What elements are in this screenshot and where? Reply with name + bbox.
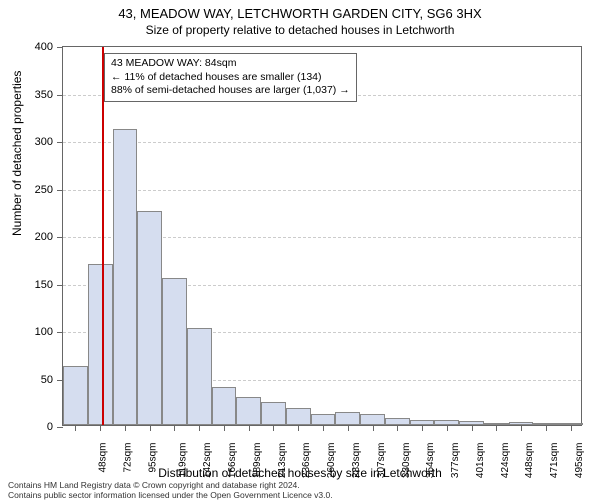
histogram-bar	[311, 414, 336, 425]
x-tick	[150, 425, 151, 431]
plot-area: 05010015020025030035040048sqm72sqm95sqm1…	[62, 46, 582, 426]
x-tick	[224, 425, 225, 431]
histogram-bar	[113, 129, 138, 425]
y-tick-label: 300	[13, 136, 53, 148]
x-tick	[521, 425, 522, 431]
histogram-bar	[286, 408, 311, 425]
x-tick	[472, 425, 473, 431]
x-tick	[174, 425, 175, 431]
histogram-bar	[236, 397, 261, 426]
gridline	[63, 142, 581, 143]
x-axis-label: Distribution of detached houses by size …	[0, 466, 600, 480]
y-tick-label: 150	[13, 279, 53, 291]
x-tick	[422, 425, 423, 431]
histogram-bar	[335, 412, 360, 425]
chart-area: 05010015020025030035040048sqm72sqm95sqm1…	[62, 46, 582, 426]
x-tick	[348, 425, 349, 431]
callout-line-1: 43 MEADOW WAY: 84sqm	[111, 57, 350, 71]
x-tick	[546, 425, 547, 431]
x-tick	[298, 425, 299, 431]
y-tick	[57, 95, 63, 96]
y-tick-label: 50	[13, 374, 53, 386]
y-tick	[57, 427, 63, 428]
y-tick-label: 0	[13, 421, 53, 433]
x-tick	[75, 425, 76, 431]
y-tick	[57, 190, 63, 191]
chart-title-1: 43, MEADOW WAY, LETCHWORTH GARDEN CITY, …	[0, 6, 600, 21]
y-tick-label: 250	[13, 184, 53, 196]
histogram-bar	[63, 366, 88, 425]
x-tick	[100, 425, 101, 431]
histogram-bar	[385, 418, 410, 425]
callout-line-3: 88% of semi-detached houses are larger (…	[111, 84, 350, 98]
x-tick	[323, 425, 324, 431]
histogram-bar	[212, 387, 237, 425]
y-tick	[57, 285, 63, 286]
x-tick	[447, 425, 448, 431]
x-tick	[496, 425, 497, 431]
y-tick	[57, 237, 63, 238]
x-tick	[125, 425, 126, 431]
histogram-bar	[137, 211, 162, 425]
y-tick	[57, 142, 63, 143]
x-tick	[397, 425, 398, 431]
x-tick	[373, 425, 374, 431]
callout-box: 43 MEADOW WAY: 84sqm← 11% of detached ho…	[104, 53, 357, 102]
callout-line-2: ← 11% of detached houses are smaller (13…	[111, 71, 350, 85]
attribution-line-2: Contains public sector information licen…	[8, 490, 333, 500]
chart-title-block: 43, MEADOW WAY, LETCHWORTH GARDEN CITY, …	[0, 6, 600, 37]
y-tick-label: 100	[13, 326, 53, 338]
gridline	[63, 190, 581, 191]
histogram-bar	[261, 402, 286, 425]
chart-title-2: Size of property relative to detached ho…	[0, 23, 600, 37]
y-tick-label: 400	[13, 41, 53, 53]
attribution-line-1: Contains HM Land Registry data © Crown c…	[8, 480, 333, 490]
histogram-bar	[162, 278, 187, 425]
histogram-bar	[360, 414, 385, 425]
attribution: Contains HM Land Registry data © Crown c…	[8, 480, 333, 500]
y-tick	[57, 332, 63, 333]
x-tick	[273, 425, 274, 431]
x-tick	[199, 425, 200, 431]
y-tick-label: 350	[13, 89, 53, 101]
histogram-bar	[88, 264, 113, 426]
x-tick	[571, 425, 572, 431]
x-tick	[249, 425, 250, 431]
reference-line	[102, 47, 104, 425]
histogram-bar	[187, 328, 212, 425]
y-tick-label: 200	[13, 231, 53, 243]
y-tick	[57, 47, 63, 48]
